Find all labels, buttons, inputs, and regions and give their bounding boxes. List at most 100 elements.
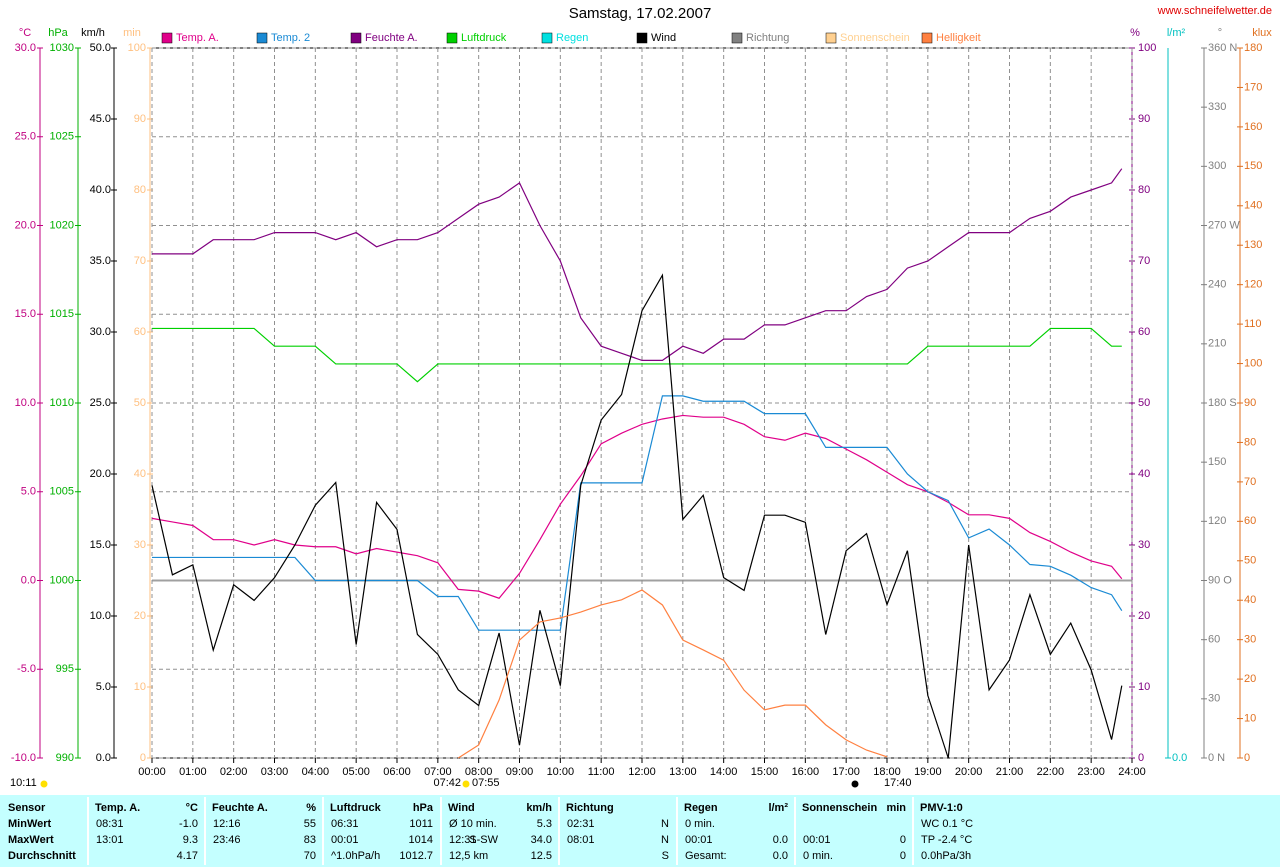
y-tick-label: 120 xyxy=(1244,279,1262,291)
x-tick-label: 14:00 xyxy=(710,766,738,778)
legend-swatch xyxy=(921,32,933,44)
cell: 1014 xyxy=(409,834,433,846)
y-tick-label: 10.0 xyxy=(15,397,36,409)
y-tick-label: 1030 xyxy=(50,42,74,54)
group-title: Regen xyxy=(684,802,718,814)
y-tick-label: 5.0 xyxy=(96,681,111,693)
cell: WC 0.1 °C xyxy=(921,818,973,830)
y-tick-label: 110 xyxy=(1244,318,1262,330)
x-tick-label: 12:00 xyxy=(628,766,656,778)
legend-swatch xyxy=(446,32,458,44)
group-unit: °C xyxy=(186,802,198,814)
y-tick-label: 0.0 xyxy=(96,752,111,764)
legend-label: Temp. 2 xyxy=(271,32,310,44)
y-tick-label: 50 xyxy=(1244,555,1256,567)
group-title: Feuchte A. xyxy=(212,802,268,814)
y-tick-label: 60 xyxy=(1244,515,1256,527)
y-tick-label: 160 xyxy=(1244,121,1262,133)
legend-swatch xyxy=(541,32,553,44)
cell: 0 min. xyxy=(803,850,833,862)
y-tick-label: 10 xyxy=(1244,712,1256,724)
y-tick-label: 60 xyxy=(1138,326,1150,338)
axis-title: klux xyxy=(1252,27,1272,39)
legend-swatch xyxy=(636,32,648,44)
x-tick-label: 09:00 xyxy=(506,766,534,778)
x-tick-label: 15:00 xyxy=(751,766,779,778)
y-tick-label: 20 xyxy=(1138,610,1150,622)
sunset-icon xyxy=(851,780,859,788)
row-label: MinWert xyxy=(8,818,52,830)
y-tick-label: 240 xyxy=(1208,279,1226,291)
y-tick-label: 30 xyxy=(1208,693,1220,705)
y-tick-label: 25.0 xyxy=(90,397,111,409)
y-tick-label: 180 S xyxy=(1208,397,1237,409)
y-tick-label: 70 xyxy=(1138,255,1150,267)
y-tick-label: 45.0 xyxy=(90,113,111,125)
legend-swatch xyxy=(731,32,743,44)
group-unit: l/m² xyxy=(768,802,788,814)
cell: 0 xyxy=(900,834,906,846)
sunrise-time: 07:42 xyxy=(433,777,461,789)
y-tick-label: 10 xyxy=(134,681,146,693)
legend-label: Temp. A. xyxy=(176,32,219,44)
y-tick-label: 100 xyxy=(1138,42,1156,54)
y-tick-label: 300 xyxy=(1208,160,1226,172)
axis-title: °C xyxy=(19,27,31,39)
cell: 12,5 km xyxy=(449,850,488,862)
sunset-time: 17:40 xyxy=(884,777,912,789)
sun-icon xyxy=(462,780,470,788)
current-time: 10:11 xyxy=(10,777,37,789)
x-tick-label: 24:00 xyxy=(1118,766,1146,778)
y-tick-label: 0 xyxy=(140,752,146,764)
legend-label: Helligkeit xyxy=(936,32,981,44)
cell: Gesamt: xyxy=(685,850,727,862)
axis-title: hPa xyxy=(48,27,68,39)
cell: ^1.0hPa/h xyxy=(331,850,380,862)
group-unit: km/h xyxy=(526,802,552,814)
y-tick-label: 990 xyxy=(56,752,74,764)
cell: 34.0 xyxy=(531,834,552,846)
y-tick-label: 90 O xyxy=(1208,574,1232,586)
cell: -1.0 xyxy=(179,818,198,830)
y-tick-label: 40 xyxy=(134,468,146,480)
legend-swatch xyxy=(350,32,362,44)
legend-label: Regen xyxy=(556,32,588,44)
legend-swatch xyxy=(161,32,173,44)
cell: 5.3 xyxy=(537,818,552,830)
group-title: Luftdruck xyxy=(330,802,382,814)
y-tick-label: 50.0 xyxy=(90,42,111,54)
y-tick-label: 210 xyxy=(1208,338,1226,350)
plot-frame xyxy=(149,47,1133,759)
y-tick-label: 50 xyxy=(134,397,146,409)
group-title: Richtung xyxy=(566,802,614,814)
x-tick-label: 06:00 xyxy=(383,766,411,778)
y-tick-label: 20 xyxy=(134,610,146,622)
x-tick-label: 13:00 xyxy=(669,766,697,778)
group-title: PMV-1:0 xyxy=(920,802,963,814)
group-unit: hPa xyxy=(413,802,434,814)
y-tick-label: 130 xyxy=(1244,239,1262,251)
y-tick-label: 70 xyxy=(1244,476,1256,488)
y-tick-label: 20.0 xyxy=(90,468,111,480)
cell: 0.0 xyxy=(773,850,788,862)
y-tick-label: 90 xyxy=(1244,397,1256,409)
x-tick-label: 21:00 xyxy=(996,766,1024,778)
y-tick-label: 90 xyxy=(134,113,146,125)
cell: 06:31 xyxy=(331,818,359,830)
x-tick-label: 07:00 xyxy=(424,766,452,778)
y-tick-label: -5.0 xyxy=(17,663,36,675)
y-tick-label: 140 xyxy=(1244,200,1262,212)
legend-label: Feuchte A. xyxy=(365,32,418,44)
axis-title: ° xyxy=(1218,27,1222,39)
y-tick-label: 30 xyxy=(1138,539,1150,551)
y-tick-label: 270 W xyxy=(1208,219,1240,231)
series-line xyxy=(152,168,1123,361)
series-line xyxy=(152,327,1122,383)
axis-title: km/h xyxy=(81,27,105,39)
y-tick-label: 1025 xyxy=(50,131,74,143)
y-tick-label: 20 xyxy=(1244,673,1256,685)
x-tick-label: 05:00 xyxy=(342,766,370,778)
y-tick-label: 60 xyxy=(1208,634,1220,646)
y-tick-label: 40.0 xyxy=(90,184,111,196)
